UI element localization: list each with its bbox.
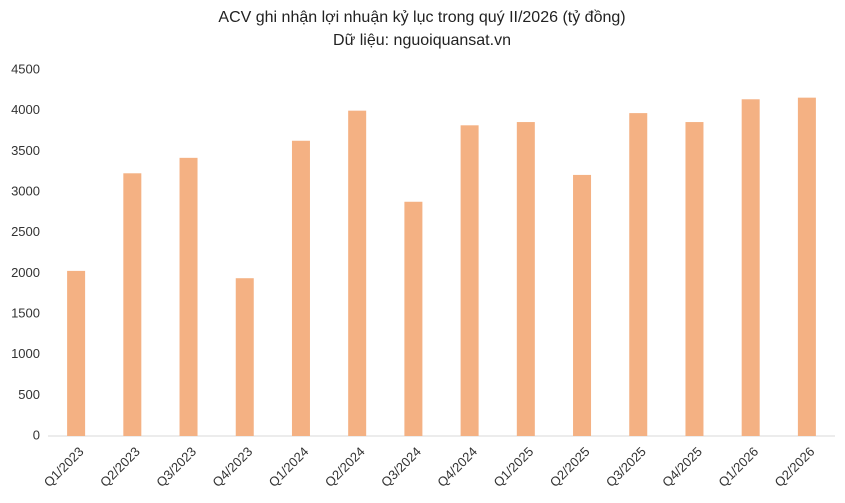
bar — [741, 99, 760, 436]
y-tick-label: 3500 — [11, 143, 40, 158]
bar — [348, 110, 367, 437]
x-tick-label: Q1/2024 — [266, 444, 312, 490]
y-tick-label: 4500 — [11, 61, 40, 76]
bar — [67, 270, 86, 436]
chart-title: ACV ghi nhận lợi nhuận kỷ lục trong quý … — [218, 9, 625, 26]
x-tick-label: Q1/2026 — [715, 444, 761, 490]
x-tick-label: Q2/2026 — [772, 444, 818, 490]
bar — [797, 97, 816, 437]
bar — [516, 122, 535, 436]
y-tick-label: 4000 — [11, 102, 40, 117]
x-tick-label: Q4/2024 — [434, 444, 480, 490]
y-tick-label: 3000 — [11, 183, 40, 198]
chart-subtitle: Dữ liệu: nguoiquansat.vn — [333, 32, 511, 49]
y-tick-label: 2000 — [11, 265, 40, 280]
bar — [179, 157, 198, 436]
y-tick-label: 2500 — [11, 224, 40, 239]
x-tick-label: Q2/2025 — [547, 444, 593, 490]
bar — [685, 122, 704, 436]
x-tick-label: Q4/2023 — [209, 444, 255, 490]
y-tick-label: 500 — [18, 387, 40, 402]
x-tick-label: Q2/2023 — [97, 444, 143, 490]
bar — [573, 174, 592, 437]
bar — [235, 278, 254, 436]
bar — [123, 173, 142, 436]
x-tick-label: Q3/2025 — [603, 444, 649, 490]
x-tick-label: Q3/2023 — [153, 444, 199, 490]
bar — [629, 113, 648, 437]
x-tick-label: Q2/2024 — [322, 444, 368, 490]
x-tick-label: Q1/2023 — [41, 444, 87, 490]
bar — [460, 125, 479, 436]
y-tick-label: 1500 — [11, 305, 40, 320]
x-tick-label: Q1/2025 — [490, 444, 536, 490]
bar — [291, 140, 310, 436]
y-tick-label: 0 — [33, 427, 40, 442]
y-tick-label: 1000 — [11, 346, 40, 361]
x-tick-label: Q3/2024 — [378, 444, 424, 490]
bar — [404, 201, 423, 436]
x-tick-label: Q4/2025 — [659, 444, 705, 490]
